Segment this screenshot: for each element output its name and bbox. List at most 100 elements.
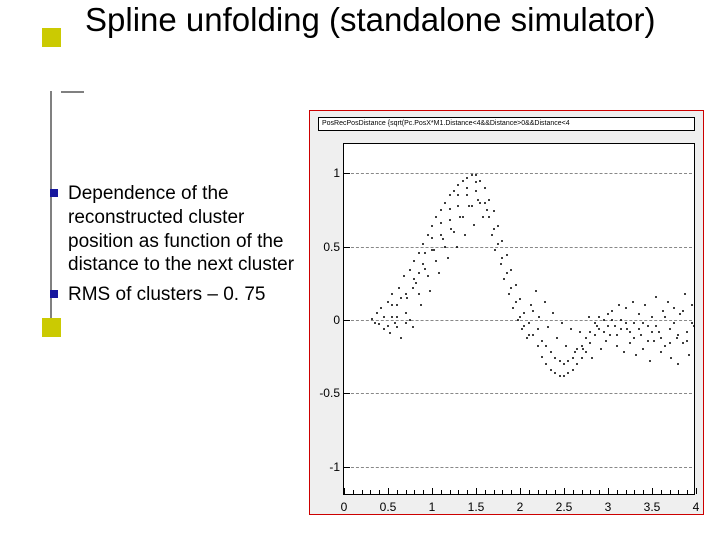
- data-point: [579, 331, 581, 333]
- data-point: [457, 194, 459, 196]
- data-point: [635, 354, 637, 356]
- data-point: [684, 293, 686, 295]
- x-tick: [652, 488, 653, 494]
- data-point: [547, 326, 549, 328]
- data-point: [644, 304, 646, 306]
- data-point: [559, 360, 561, 362]
- data-point: [389, 332, 391, 334]
- data-point: [380, 307, 382, 309]
- data-point: [403, 275, 405, 277]
- data-point: [686, 331, 688, 333]
- data-point: [466, 194, 468, 196]
- x-tick-minor: [626, 490, 627, 494]
- data-point: [435, 216, 437, 218]
- data-point: [418, 272, 420, 274]
- data-point: [600, 348, 602, 350]
- data-point: [521, 328, 523, 330]
- data-point: [603, 331, 605, 333]
- data-point: [391, 293, 393, 295]
- data-point: [398, 287, 400, 289]
- data-point: [501, 257, 503, 259]
- data-point: [572, 369, 574, 371]
- data-point: [493, 210, 495, 212]
- bullet-text: RMS of clusters – 0. 75: [68, 283, 305, 307]
- data-point: [387, 325, 389, 327]
- data-point: [688, 354, 690, 356]
- data-point: [598, 328, 600, 330]
- data-point: [479, 180, 481, 182]
- data-point: [422, 263, 424, 265]
- chart-title-box: PosRecPosDistance {sqrt(Pc.PosX*M1.Dista…: [318, 117, 695, 131]
- data-point: [638, 313, 640, 315]
- data-point: [405, 293, 407, 295]
- x-tick-label: 1.5: [468, 500, 485, 514]
- y-tick: [344, 173, 350, 174]
- x-tick: [344, 488, 345, 494]
- data-point: [378, 323, 380, 325]
- data-point: [556, 337, 558, 339]
- deco-line-horizontal: [61, 91, 84, 93]
- data-point: [576, 363, 578, 365]
- y-tick: [344, 467, 350, 468]
- y-tick-label: -1: [312, 460, 340, 474]
- data-point: [552, 312, 554, 314]
- data-point: [682, 342, 684, 344]
- deco-square-bottom: [42, 318, 61, 337]
- data-point: [559, 375, 561, 377]
- x-tick-minor: [353, 490, 354, 494]
- data-point: [405, 322, 407, 324]
- data-point: [640, 334, 642, 336]
- bullet-marker-icon: [50, 182, 68, 277]
- data-point: [649, 360, 651, 362]
- data-point: [633, 337, 635, 339]
- data-point: [400, 337, 402, 339]
- x-tick-minor: [414, 490, 415, 494]
- data-point: [669, 342, 671, 344]
- data-point: [673, 322, 675, 324]
- data-point: [691, 322, 693, 324]
- data-point: [541, 356, 543, 358]
- data-point: [433, 249, 435, 251]
- data-point: [530, 304, 532, 306]
- data-point: [449, 208, 451, 210]
- data-point: [440, 209, 442, 211]
- data-point: [620, 319, 622, 321]
- data-point: [435, 260, 437, 262]
- data-point: [500, 263, 502, 265]
- data-point: [506, 272, 508, 274]
- x-tick: [432, 488, 433, 494]
- data-point: [660, 337, 662, 339]
- y-tick: [344, 247, 350, 248]
- bullet-text: Dependence of the reconstructed cluster …: [68, 182, 305, 277]
- data-point: [642, 322, 644, 324]
- data-point: [651, 316, 653, 318]
- x-tick-minor: [529, 490, 530, 494]
- bullet-item: RMS of clusters – 0. 75: [50, 283, 305, 307]
- data-point: [484, 187, 486, 189]
- x-tick-label: 0: [341, 500, 348, 514]
- data-point: [422, 243, 424, 245]
- x-tick-minor: [555, 490, 556, 494]
- data-point: [633, 322, 635, 324]
- x-tick: [608, 488, 609, 494]
- x-tick-minor: [450, 490, 451, 494]
- data-point: [523, 325, 525, 327]
- data-point: [607, 325, 609, 327]
- data-point: [412, 287, 414, 289]
- data-point: [374, 322, 376, 324]
- data-point: [510, 287, 512, 289]
- scatter-chart: PosRecPosDistance {sqrt(Pc.PosX*M1.Dista…: [309, 110, 704, 515]
- gridline: [346, 247, 692, 248]
- y-tick-label: 1: [312, 166, 340, 180]
- data-point: [563, 375, 565, 377]
- x-tick-minor: [397, 490, 398, 494]
- data-point: [620, 328, 622, 330]
- data-point: [501, 240, 503, 242]
- data-point: [371, 318, 373, 320]
- data-point: [387, 301, 389, 303]
- data-point: [391, 304, 393, 306]
- data-point: [653, 340, 655, 342]
- data-point: [491, 234, 493, 236]
- x-tick-minor: [678, 490, 679, 494]
- data-point: [594, 334, 596, 336]
